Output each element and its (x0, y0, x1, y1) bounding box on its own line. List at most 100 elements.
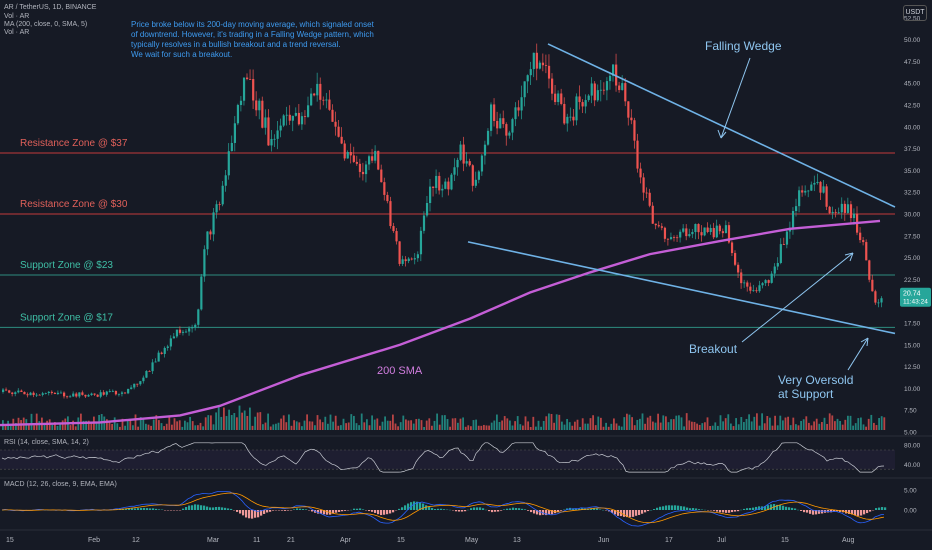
candle (657, 225, 660, 227)
wedge-upper-line (547, 43, 896, 208)
price-axis-tick: 10.00 (904, 386, 921, 393)
volume-bar (368, 425, 371, 430)
volume-bar (225, 416, 228, 430)
volume-bar (267, 413, 269, 430)
volume-bar (779, 415, 782, 430)
candle (242, 77, 246, 101)
volume-bar (477, 425, 480, 430)
macd-histogram-bar (341, 510, 344, 512)
macd-histogram-bar (401, 507, 404, 510)
candle (721, 231, 724, 234)
volume-bar (701, 423, 704, 430)
volume-bar (735, 418, 737, 430)
volume-bar (878, 418, 880, 430)
candle (633, 120, 636, 141)
volume-bar (246, 415, 249, 430)
volume-bar (464, 426, 467, 430)
volume-bar (106, 419, 108, 430)
volume-bar (516, 416, 519, 430)
indicator-volume-label[interactable]: Vol · AR (4, 13, 30, 20)
volume-bar (243, 410, 246, 430)
volume-bar (847, 415, 849, 430)
volume-bar (381, 421, 384, 430)
volume-bar (215, 412, 217, 430)
volume-bar (347, 422, 350, 430)
volume-bar (782, 420, 784, 430)
candle (188, 328, 191, 332)
volume-bar (724, 418, 727, 430)
volume-bar (678, 415, 680, 430)
candle (773, 266, 776, 274)
candle (718, 225, 721, 232)
volume-bar (451, 418, 454, 430)
macd-histogram-bar (332, 510, 335, 514)
volume-bar (95, 423, 98, 430)
macd-histogram-bar (248, 510, 251, 519)
price-axis-tick: 37.50 (904, 146, 921, 153)
macd-histogram-bar (266, 510, 269, 513)
volume-bar (327, 423, 329, 430)
macd-histogram-bar (491, 510, 494, 513)
macd-pane-title[interactable]: MACD (12, 26, close, 9, EMA, EMA) (4, 481, 117, 488)
macd-histogram-bar (380, 510, 383, 516)
candle (316, 83, 319, 96)
candle (26, 394, 29, 396)
volume-bar (706, 417, 709, 430)
candle (520, 97, 523, 111)
candle (526, 75, 529, 82)
volume-bar (402, 415, 405, 430)
macd-histogram-bar (506, 508, 509, 510)
candle (663, 227, 667, 239)
indicator-ma-label[interactable]: MA (200, close, 0, SMA, 5) (4, 21, 88, 28)
candle (102, 392, 105, 395)
volume-bar (496, 414, 498, 430)
candle (569, 116, 572, 118)
time-axis-tick: 12 (132, 537, 140, 544)
currency-badge[interactable]: USDT (903, 5, 927, 21)
candle (551, 78, 554, 94)
candle (212, 212, 215, 235)
candle (267, 117, 270, 146)
macd-histogram-bar (806, 510, 809, 513)
candle (444, 181, 447, 189)
macd-histogram-bar (731, 510, 734, 513)
price-axis-tick: 17.50 (904, 321, 921, 328)
volume-bar (774, 415, 776, 430)
rsi-pane-title[interactable]: RSI (14, close, SMA, 14, 2) (4, 439, 89, 446)
candle (334, 121, 337, 127)
volume-bar (262, 424, 264, 430)
volume-bar (85, 420, 87, 430)
volume-bar (480, 425, 483, 430)
macd-histogram-bar (479, 507, 482, 510)
candle (575, 96, 578, 121)
volume-bar (555, 414, 558, 430)
level-label-resistance: Resistance Zone @ $30 (20, 199, 128, 210)
candle (743, 282, 746, 284)
macd-histogram-bar (800, 510, 803, 511)
macd-histogram-bar (644, 510, 647, 513)
volume-bar (732, 426, 735, 430)
volume-bar (506, 418, 509, 430)
volume-bar (753, 416, 756, 430)
volume-bar (553, 422, 555, 430)
volume-bar (761, 413, 763, 430)
volume-bar (353, 415, 355, 430)
volume-bar (527, 421, 529, 430)
volume-bar (644, 423, 646, 430)
price-axis-tick: 7.50 (904, 408, 917, 415)
indicator-volume-label-2[interactable]: Vol · AR (4, 29, 30, 36)
candle (322, 99, 325, 101)
macd-histogram-bar (152, 508, 155, 510)
volume-bar (488, 425, 490, 430)
volume-bar (524, 416, 527, 430)
macd-histogram-bar (140, 508, 143, 510)
volume-bar (602, 426, 605, 430)
time-axis-tick: 13 (513, 537, 521, 544)
candle (120, 392, 124, 394)
candle (127, 388, 130, 394)
volume-bar (597, 416, 600, 430)
volume-bar (298, 422, 301, 430)
candle (288, 114, 291, 121)
level-label-support: Support Zone @ $23 (20, 260, 113, 271)
